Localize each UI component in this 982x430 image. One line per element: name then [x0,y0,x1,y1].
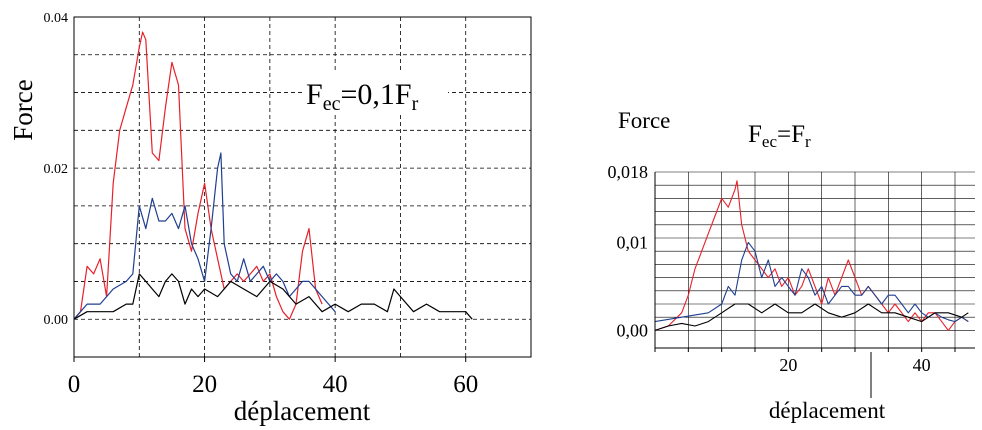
right-annotation-sub1: ec [762,132,778,151]
right-annotation-mid: =F [777,121,805,148]
right-series-line-1 [654,241,969,323]
right-series-line-0 [654,180,969,331]
left-annotation-sub2: r [412,93,419,115]
right-annotation-sub2: r [805,132,811,151]
left-ytick-label: 0.04 [44,11,69,26]
left-xtick-label: 40 [323,371,348,398]
left-annotation: Fec=0,1Fr [306,78,419,115]
right-annotation-main: F [748,121,762,148]
left-ylabel: Force [8,79,38,140]
left-annotation-main: F [306,78,323,111]
left-xtick-label: 0 [68,371,81,398]
left-grid [74,17,531,357]
right-grid [655,171,975,348]
right-ytick-label: 0,00 [617,320,649,340]
right-ylabel: Force [618,108,670,133]
left-xtick-label: 20 [192,371,217,398]
right-xtick-label: 20 [779,355,797,375]
right-ticks: 20 40 0,00 0,01 0,018 [608,162,956,375]
left-series-line-0 [73,31,323,320]
left-xlabel: déplacement [234,396,371,426]
left-ytick-label: 0.02 [44,162,69,177]
left-annotation-bg [302,72,448,112]
left-series-group [73,31,473,320]
right-ytick-label: 0,018 [608,162,649,182]
left-ticks: 0 20 40 60 0.00 0.02 0.04 [44,11,479,398]
left-annotation-mid: =0,1F [340,78,411,111]
left-series-line-2 [73,273,473,320]
chart-left: 0 20 40 60 0.00 0.02 0.04 Force déplacement Fe… [8,11,532,426]
right-series-line-2 [654,303,969,331]
left-ytick-label: 0.00 [44,313,69,328]
left-xtick-label: 60 [453,371,478,398]
chart-right: 20 40 0,00 0,01 0,018 Force Fec=Fr déplaceme… [608,108,975,423]
left-series-line-1 [73,152,336,320]
right-ytick-label: 0,01 [617,232,649,252]
right-annotation: Fec=Fr [748,121,811,151]
right-xlabel: déplacement [769,398,886,423]
left-annotation-sub1: ec [323,93,341,115]
right-series-group [654,180,969,331]
left-plot-frame [73,16,532,358]
right-xtick-label: 40 [913,355,931,375]
